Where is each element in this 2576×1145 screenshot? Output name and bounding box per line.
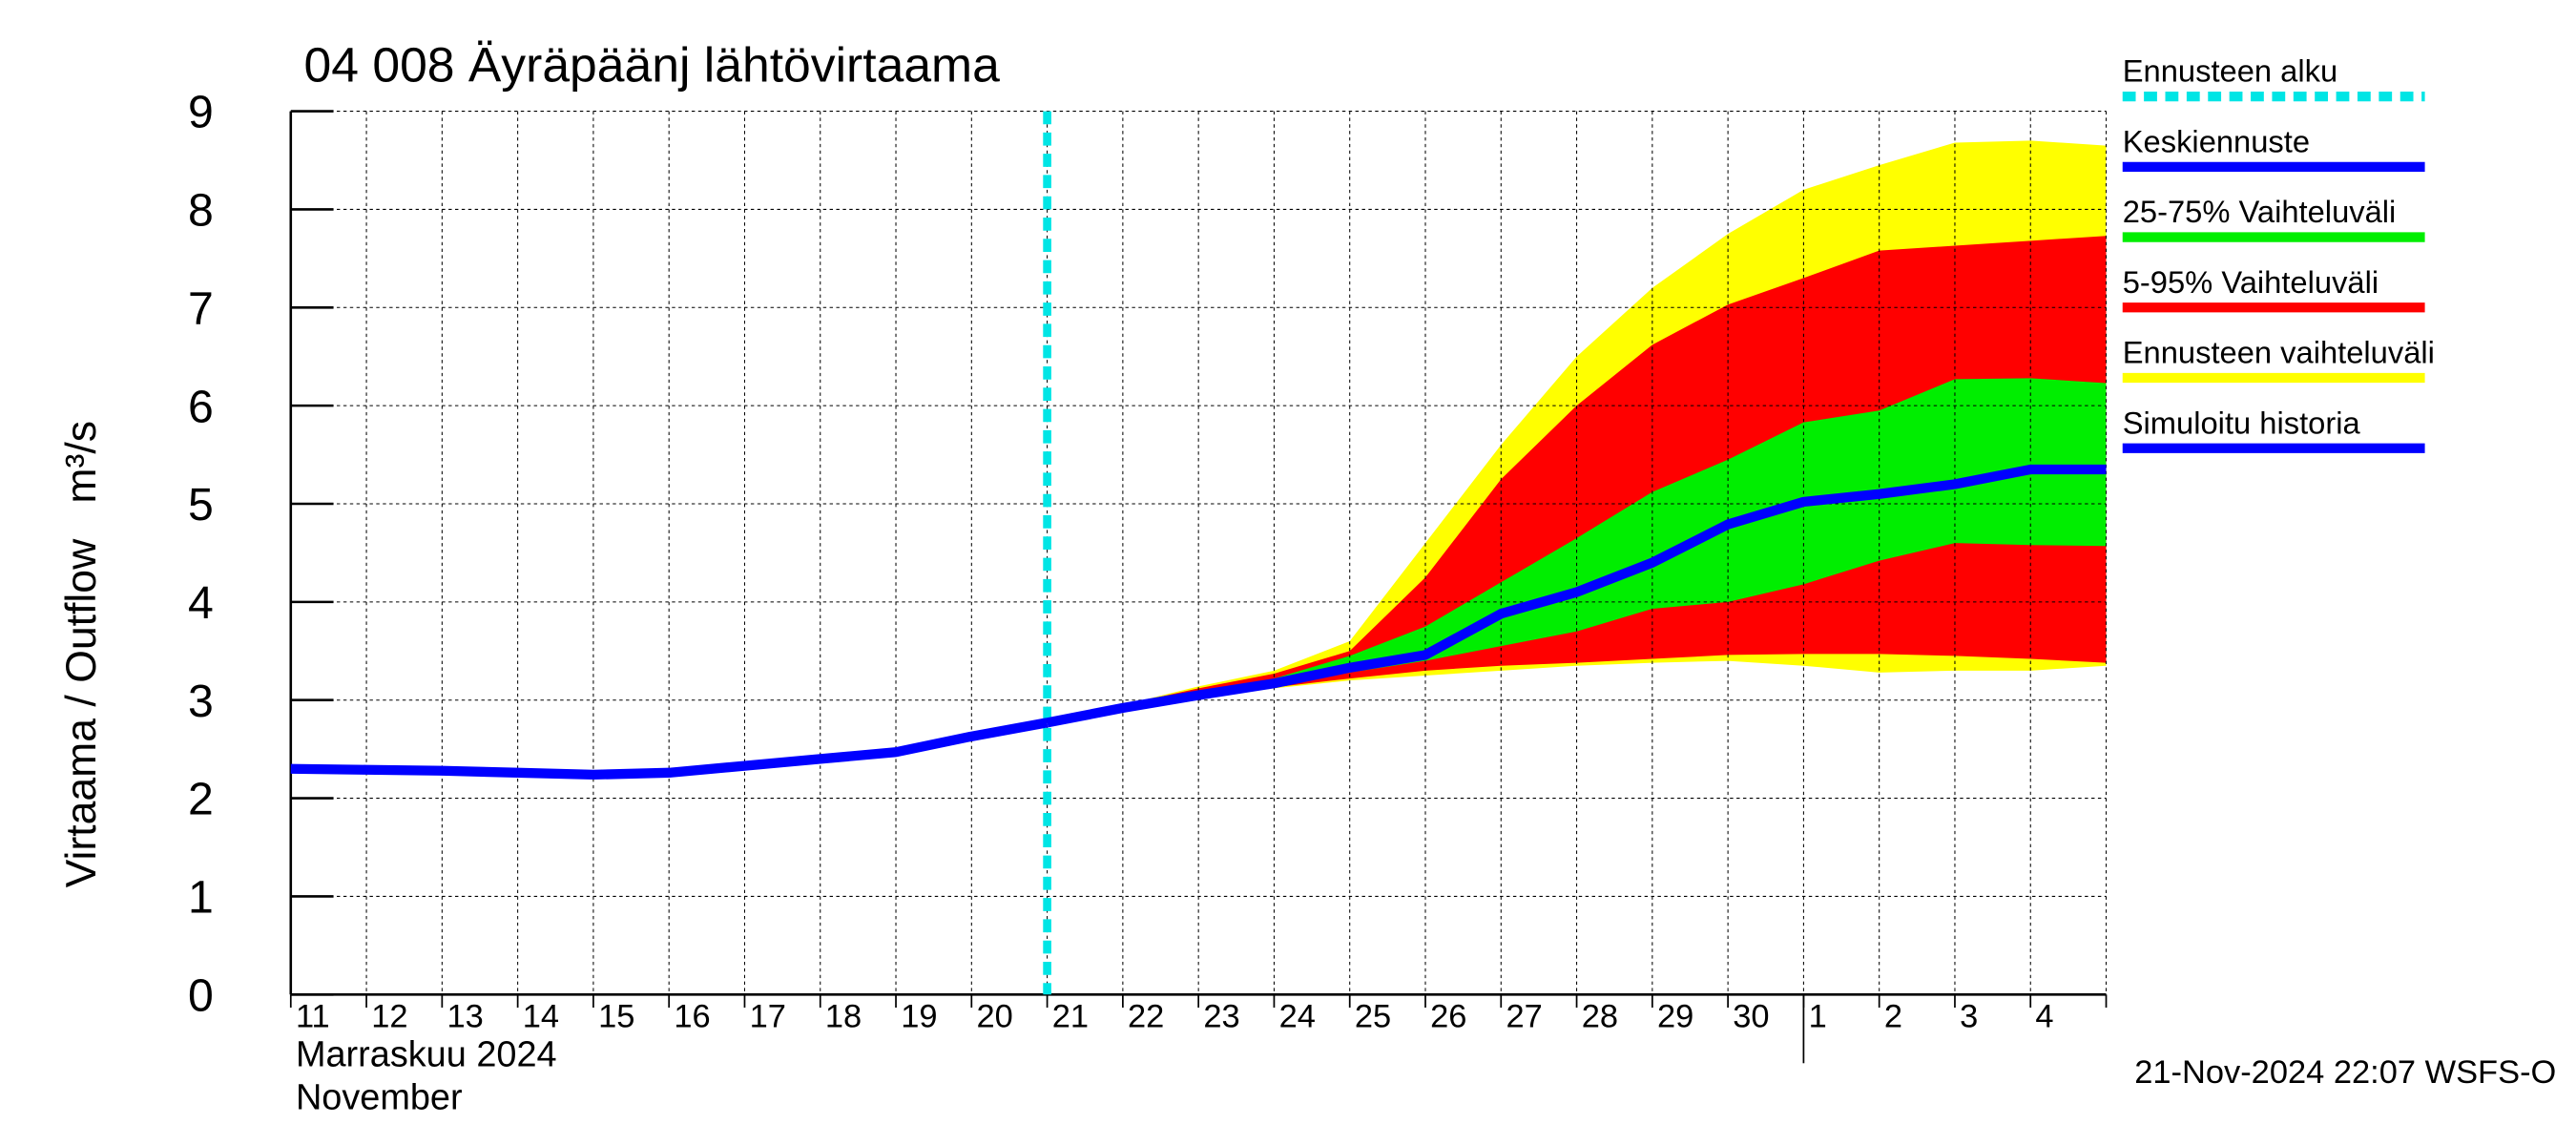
y-tick-label: 2: [188, 774, 214, 825]
x-tick-label: 24: [1279, 999, 1316, 1035]
chart-title: 04 008 Äyräpäänj lähtövirtaama: [304, 37, 1001, 93]
y-axis-label: Virtaama / Outflow m³/s: [58, 421, 105, 887]
series-line: [290, 718, 1049, 781]
x-tick-label: 3: [1960, 999, 1978, 1035]
x-tick-label: 2: [1884, 999, 1902, 1035]
x-tick-label: 27: [1506, 999, 1542, 1035]
legend-label: Ennusteen alku: [2123, 53, 2337, 89]
y-tick-label: 3: [188, 676, 214, 727]
x-tick-label: 4: [2035, 999, 2053, 1035]
x-tick-label: 12: [371, 999, 407, 1035]
y-tick-label: 8: [188, 185, 214, 237]
x-tick-label: 17: [750, 999, 786, 1035]
x-tick-label: 14: [523, 999, 559, 1035]
x-tick-label: 22: [1128, 999, 1164, 1035]
legend-label: 5-95% Vaihteluväli: [2123, 264, 2379, 300]
x-tick-label: 1: [1809, 999, 1827, 1035]
y-tick-label: 1: [188, 872, 214, 924]
month-label-en: November: [296, 1077, 463, 1117]
x-tick-label: 18: [825, 999, 862, 1035]
x-tick-label: 25: [1355, 999, 1391, 1035]
month-label: Marraskuu 2024: [296, 1035, 557, 1075]
x-tick-label: 11: [296, 999, 330, 1035]
x-tick-label: 19: [901, 999, 937, 1035]
legend-label: Simuloitu historia: [2123, 405, 2361, 440]
y-tick-label: 4: [188, 577, 214, 629]
x-tick-label: 20: [976, 999, 1012, 1035]
legend-label: 25-75% Vaihteluväli: [2123, 194, 2397, 229]
x-tick-label: 23: [1203, 999, 1239, 1035]
x-tick-label: 28: [1582, 999, 1618, 1035]
x-tick-label: 26: [1430, 999, 1466, 1035]
y-tick-label: 5: [188, 479, 214, 531]
x-tick-label: 21: [1052, 999, 1089, 1035]
y-tick-label: 7: [188, 283, 214, 335]
series-line: [1046, 464, 2107, 728]
y-tick-label: 9: [188, 87, 214, 138]
y-tick-label: 0: [188, 970, 214, 1022]
legend-label: Ennusteen vaihteluväli: [2123, 335, 2435, 370]
timestamp: 21-Nov-2024 22:07 WSFS-O: [2134, 1054, 2556, 1091]
x-tick-label: 13: [447, 999, 484, 1035]
y-tick-label: 6: [188, 381, 214, 432]
x-tick-label: 15: [598, 999, 634, 1035]
x-tick-label: 29: [1657, 999, 1693, 1035]
x-tick-label: 30: [1733, 999, 1769, 1035]
x-tick-label: 16: [674, 999, 710, 1035]
legend-label: Keskiennuste: [2123, 123, 2310, 158]
